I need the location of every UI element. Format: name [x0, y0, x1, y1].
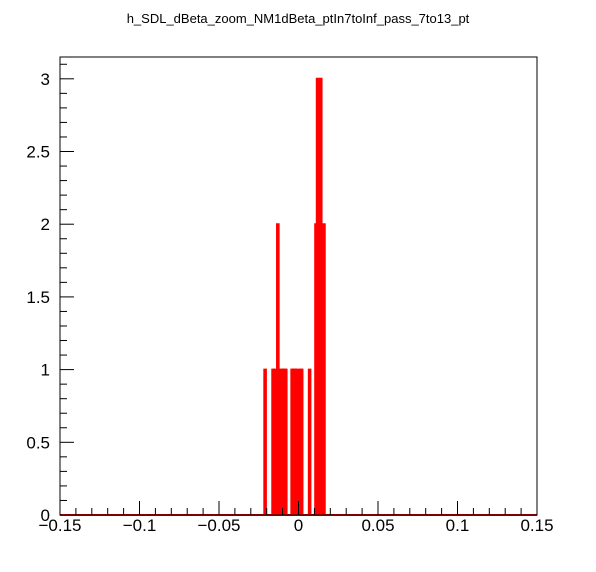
x-tick-label: −0.05 [197, 516, 240, 535]
histogram-bin [299, 368, 304, 515]
y-tick-label: 3 [41, 70, 50, 89]
x-tick-label: 0.05 [361, 516, 394, 535]
histogram-bin [276, 223, 280, 515]
bars-layer [60, 77, 537, 516]
x-tick-label: 0 [294, 516, 303, 535]
chart-title: h_SDL_dBeta_zoom_NM1dBeta_ptIn7toInf_pas… [126, 11, 470, 26]
x-tick-label: 0.15 [520, 516, 553, 535]
histogram-bin [318, 77, 323, 515]
x-tick-label: 0.1 [446, 516, 470, 535]
labels-layer: −0.15 −0.1 −0.05 0 0.05 0.1 0.15 0 0.5 1 1.5 2 2.5 3 [26, 70, 553, 535]
histogram-bin [322, 223, 326, 515]
histogram-bin [272, 368, 277, 515]
y-tick-label: 2.5 [26, 143, 50, 162]
histogram-bin [263, 368, 267, 515]
histogram-bin [295, 368, 299, 515]
x-tick-label: −0.15 [38, 516, 81, 535]
y-tick-label: 2 [41, 215, 50, 234]
y-tick-label: 1.5 [26, 288, 50, 307]
x-tick-label: −0.1 [123, 516, 157, 535]
histogram-bin [307, 368, 312, 515]
y-tick-label: 1 [41, 361, 50, 380]
ticks-layer [59, 63, 538, 516]
histogram-bin [315, 77, 320, 515]
y-tick-label: 0 [41, 506, 50, 525]
y-tick-label: 0.5 [26, 433, 50, 452]
histogram-bin [283, 368, 288, 515]
